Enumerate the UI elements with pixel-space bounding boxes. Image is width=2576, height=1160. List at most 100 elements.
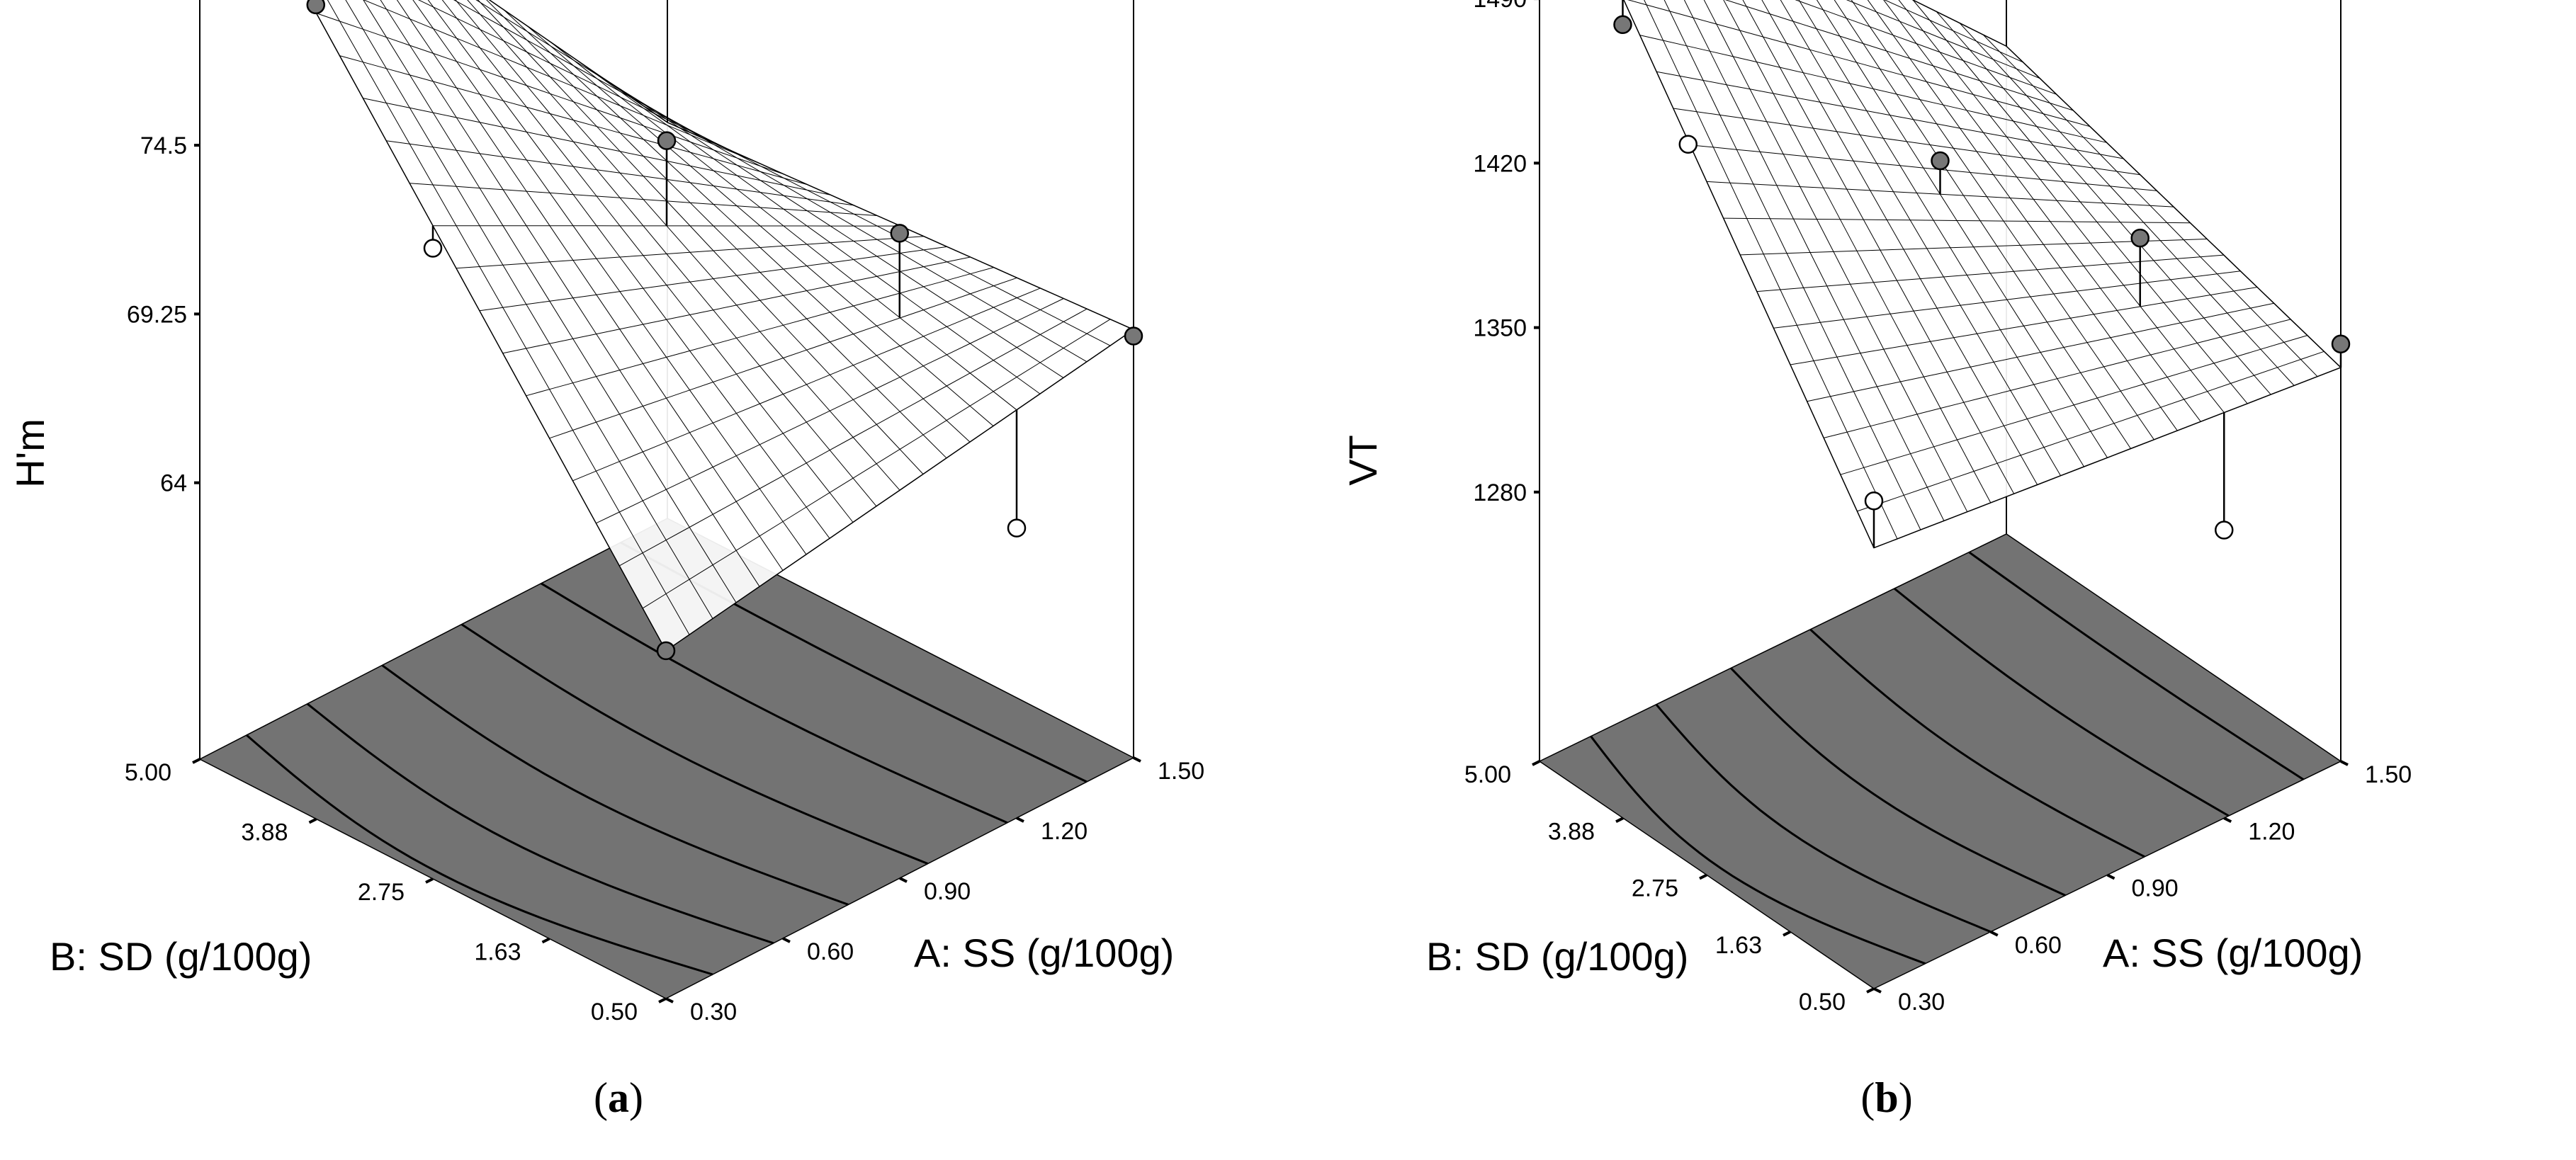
y-axis-label: B: SD (g/100g) <box>50 934 312 979</box>
design-point <box>1931 151 1950 171</box>
surface-mesh-line <box>1898 0 2225 413</box>
surface-mesh-line <box>503 9 971 443</box>
surface-mesh-line <box>1883 0 2201 422</box>
y-tick-mark <box>1866 987 1875 994</box>
design-point <box>2215 521 2234 540</box>
x-axis-label: A: SS (g/100g) <box>2103 931 2363 975</box>
caption-paren-open: ( <box>1860 1074 1875 1121</box>
surface-mesh-line <box>1690 144 2157 191</box>
y-tick-label: 3.88 <box>1548 818 1595 845</box>
y-tick-label: 2.75 <box>1632 875 1678 902</box>
contour-line <box>1968 551 2305 780</box>
x-tick-label: 1.50 <box>2365 761 2412 788</box>
contour-line <box>541 582 1008 824</box>
design-point <box>423 239 443 258</box>
x-tick-mark <box>2106 873 2115 880</box>
surface-mesh-line <box>620 89 1088 363</box>
caption-paren-close: ) <box>1899 1074 1913 1121</box>
y-tick-mark <box>1532 760 1540 766</box>
caption-letter: b <box>1875 1074 1898 1121</box>
x-tick-mark <box>1016 817 1024 823</box>
y-tick-mark <box>1699 873 1707 880</box>
design-point <box>2130 228 2150 248</box>
y-tick-mark <box>541 937 550 944</box>
surface-mesh-line <box>1912 0 2007 47</box>
z-tick-label: 1420 <box>1473 150 1527 177</box>
z-tick-label: 1490 <box>1473 0 1527 13</box>
y-tick-label: 5.00 <box>1464 761 1511 788</box>
chart-panel-b: 156014901420135012800.300.600.901.201.50… <box>1288 0 2576 1160</box>
x-tick-label: 0.60 <box>2015 932 2062 959</box>
surface-mesh-line <box>1846 0 2040 79</box>
contour-line <box>1809 628 2145 858</box>
contour-line <box>1730 667 2066 897</box>
y-axis-label: B: SD (g/100g) <box>1426 934 1688 979</box>
caption-letter: a <box>608 1074 629 1121</box>
surface-mesh-line <box>1959 23 2295 386</box>
y-tick-label: 2.75 <box>358 879 405 906</box>
x-tick-mark <box>899 877 908 883</box>
surface-mesh-line <box>1673 108 2140 176</box>
y-tick-mark <box>1615 817 1624 824</box>
contour-line <box>381 664 849 906</box>
z-tick-label: 1350 <box>1473 315 1527 342</box>
x-tick-label: 1.50 <box>1158 758 1204 785</box>
panel-caption: (a) <box>594 1074 643 1121</box>
surface-mesh-line <box>1982 34 2318 377</box>
surface-mesh-line <box>1623 0 1875 548</box>
surface-mesh-line <box>363 98 831 195</box>
x-tick-label: 0.90 <box>2132 875 2179 902</box>
design-point <box>2331 334 2351 354</box>
surface-mesh-line <box>418 0 738 154</box>
contour-line <box>306 703 774 945</box>
x-tick-label: 0.90 <box>924 878 971 905</box>
surface-mesh-line <box>573 57 1041 394</box>
surface-mesh-line <box>1795 0 2057 95</box>
contour-line <box>461 623 929 865</box>
contour-line <box>246 734 713 976</box>
surface-mesh-line <box>1639 35 2107 143</box>
contour-line <box>1893 587 2230 817</box>
surface-mesh-line <box>363 0 761 164</box>
x-tick-label: 1.20 <box>2248 818 2295 845</box>
surface-mesh-line <box>1912 0 2248 404</box>
surface-mesh-line <box>597 74 1064 378</box>
x-axis-label: A: SS (g/100g) <box>914 931 1174 975</box>
surface-mesh-line <box>339 55 808 186</box>
z-tick-label: 1280 <box>1473 479 1527 506</box>
surface-mesh-line <box>550 41 1017 411</box>
x-tick-mark <box>1873 987 1882 994</box>
x-tick-mark <box>1133 756 1141 763</box>
x-tick-mark <box>2223 817 2232 824</box>
contour-line <box>1590 735 1926 965</box>
surface-mesh-line <box>526 25 994 426</box>
contour-line <box>1655 703 1992 933</box>
surface-mesh-line <box>409 183 878 216</box>
surface-mesh-line <box>1834 0 2131 449</box>
surface-plot-b: 156014901420135012800.300.600.901.201.50… <box>1340 0 2412 1121</box>
y-tick-label: 5.00 <box>125 759 171 786</box>
surface-mesh-line <box>1851 0 2154 440</box>
surface-mesh-line <box>1706 181 2174 207</box>
design-point <box>1864 491 1884 511</box>
surface-mesh-line <box>1656 71 2124 159</box>
x-tick-label: 0.60 <box>807 938 854 965</box>
plot-group: 156014901420135012800.300.600.901.201.50… <box>1340 0 2412 1121</box>
chart-panel-a: 8579.7574.569.25640.300.600.901.201.500.… <box>8 0 1204 1121</box>
floor-plane <box>1538 533 2342 989</box>
y-tick-mark <box>308 817 317 824</box>
x-tick-mark <box>665 997 674 1003</box>
y-tick-mark <box>425 877 434 884</box>
design-point <box>656 641 676 661</box>
y-tick-label: 3.88 <box>241 819 288 846</box>
surface-mesh-line <box>453 0 715 144</box>
design-point <box>657 131 677 150</box>
surface-mesh-line <box>386 140 854 206</box>
x-tick-label: 0.30 <box>690 999 737 1025</box>
x-tick-mark <box>1989 930 1999 937</box>
design-point <box>1007 518 1027 538</box>
y-tick-label: 1.63 <box>1715 932 1762 959</box>
z-axis-label: VT <box>1340 435 1385 486</box>
surface-mesh-line <box>1936 11 2271 395</box>
surface-mesh-line <box>2006 45 2341 368</box>
